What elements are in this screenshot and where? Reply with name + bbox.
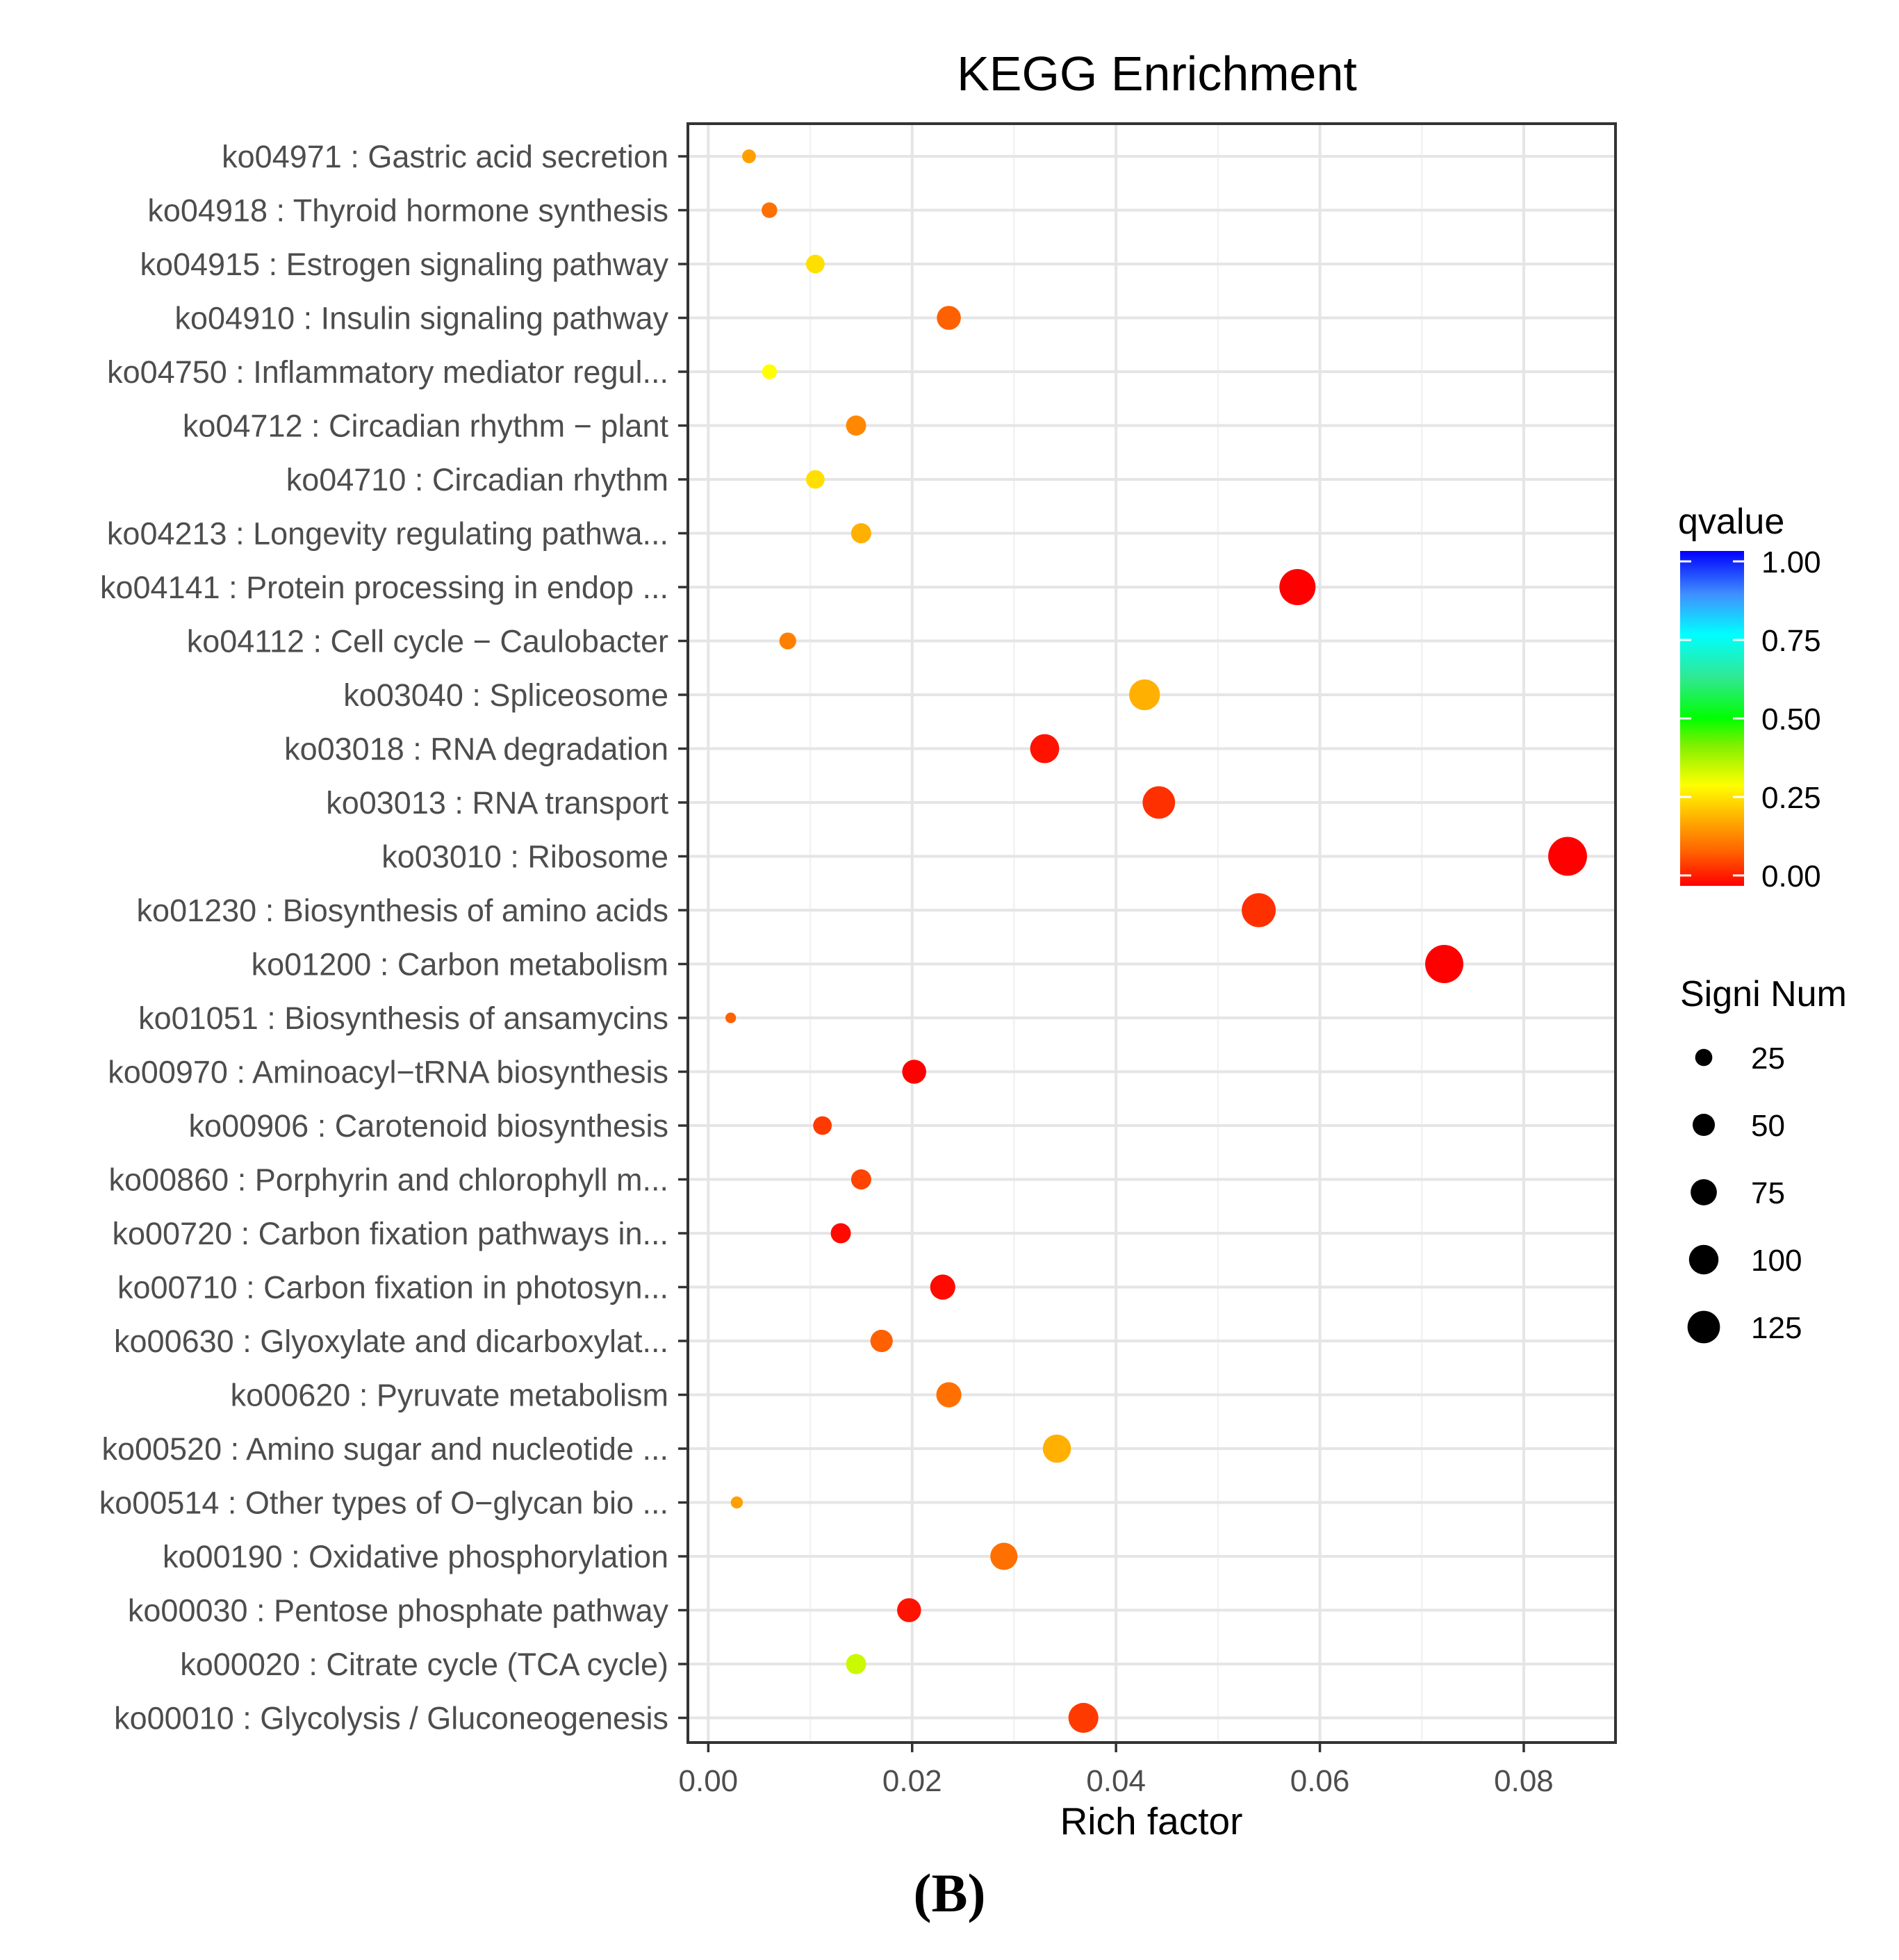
data-point xyxy=(779,632,796,650)
signi-num-legend-title: Signi Num xyxy=(1680,974,1847,1014)
y-tick-label: ko00010 : Glycolysis / Gluconeogenesis xyxy=(114,1701,668,1736)
data-point xyxy=(1142,786,1176,819)
data-point xyxy=(1548,837,1587,876)
data-point xyxy=(1129,679,1160,711)
y-tick-label: ko00630 : Glyoxylate and dicarboxylat... xyxy=(114,1324,668,1359)
qvalue-legend: qvalue 1.00 0.75 0.50 0.25 0.00 xyxy=(1678,502,1821,893)
x-tick-label: 0.06 xyxy=(1290,1764,1350,1798)
data-point xyxy=(830,1223,851,1244)
data-point xyxy=(990,1542,1018,1570)
qvalue-tick-label: 0.25 xyxy=(1761,781,1821,815)
data-point xyxy=(902,1060,926,1084)
data-point xyxy=(1425,945,1464,983)
qvalue-tick-label: 1.00 xyxy=(1761,545,1821,579)
plot-border xyxy=(687,122,1617,1744)
y-axis: ko04971 : Gastric acid secretion ko04918 … xyxy=(99,139,688,1736)
plot-panel xyxy=(688,124,1616,1743)
data-point xyxy=(1279,568,1316,606)
signi-num-key-dot xyxy=(1692,1113,1716,1137)
data-point xyxy=(805,470,825,489)
data-point xyxy=(846,415,866,436)
x-axis-title: Rich factor xyxy=(1060,1800,1243,1843)
y-tick-label: ko04915 : Estrogen signaling pathway xyxy=(140,247,668,282)
y-tick-label: ko04112 : Cell cycle − Caulobacter xyxy=(187,624,668,659)
y-tick-label: ko00020 : Citrate cycle (TCA cycle) xyxy=(180,1647,668,1682)
data-point xyxy=(1068,1702,1099,1733)
data-point xyxy=(897,1598,921,1622)
y-tick-label: ko01051 : Biosynthesis of ansamycins xyxy=(138,1000,668,1036)
y-tick-label: ko00906 : Carotenoid biosynthesis xyxy=(189,1108,668,1144)
signi-num-key-label: 50 xyxy=(1751,1109,1785,1143)
y-tick-label: ko03018 : RNA degradation xyxy=(284,732,668,767)
signi-num-key-dot xyxy=(1691,1179,1717,1205)
data-point xyxy=(936,1382,962,1408)
data-point xyxy=(937,306,961,330)
x-tick-label: 0.04 xyxy=(1086,1764,1146,1798)
signi-num-key-label: 125 xyxy=(1751,1311,1802,1345)
y-tick-label: ko00620 : Pyruvate metabolism xyxy=(231,1378,668,1413)
signi-num-legend: Signi Num 25 50 75 100 125 xyxy=(1680,974,1847,1345)
y-tick-label: ko04971 : Gastric acid secretion xyxy=(222,139,668,174)
y-tick-label: ko04141 : Protein processing in endop ..… xyxy=(100,570,668,605)
data-point xyxy=(762,202,778,218)
data-point xyxy=(850,1169,871,1189)
x-tick-label: 0.02 xyxy=(882,1764,942,1798)
data-point xyxy=(805,254,825,274)
y-tick-label: ko04710 : Circadian rhythm xyxy=(286,462,668,497)
signi-num-keys: 25 50 75 100 125 xyxy=(1687,1041,1802,1345)
data-point xyxy=(742,149,756,163)
qvalue-tick-label: 0.75 xyxy=(1761,624,1821,658)
y-tick-label: ko03010 : Ribosome xyxy=(381,839,668,875)
qvalue-legend-title: qvalue xyxy=(1678,502,1784,542)
x-axis: 0.00 0.02 0.04 0.06 0.08 xyxy=(679,1743,1554,1798)
y-tick-label: ko01200 : Carbon metabolism xyxy=(252,947,668,982)
signi-num-key-dot xyxy=(1695,1048,1713,1067)
y-tick-label: ko00970 : Aminoacyl−tRNA biosynthesis xyxy=(108,1055,668,1090)
y-tick-label: ko00190 : Oxidative phosphorylation xyxy=(163,1539,668,1574)
chart-title: KEGG Enrichment xyxy=(957,47,1357,101)
y-tick-label: ko04750 : Inflammatory mediator regul... xyxy=(107,354,668,390)
data-point xyxy=(1042,1434,1071,1463)
data-point xyxy=(730,1496,743,1509)
signi-num-key-label: 75 xyxy=(1751,1176,1785,1210)
data-point xyxy=(870,1329,893,1353)
y-tick-label: ko00720 : Carbon fixation pathways in... xyxy=(113,1216,669,1251)
x-tick-label: 0.08 xyxy=(1494,1764,1554,1798)
y-tick-label: ko03013 : RNA transport xyxy=(326,785,668,821)
data-point xyxy=(850,523,871,543)
x-tick-label: 0.00 xyxy=(679,1764,739,1798)
grid-lines xyxy=(688,124,1616,1743)
qvalue-tick-label: 0.50 xyxy=(1761,702,1821,736)
y-tick-label: ko04918 : Thyroid hormone synthesis xyxy=(147,193,668,229)
data-point xyxy=(930,1274,955,1300)
data-points xyxy=(725,149,1587,1733)
y-tick-label: ko00030 : Pentose phosphate pathway xyxy=(128,1593,669,1629)
qvalue-ticks: 1.00 0.75 0.50 0.25 0.00 xyxy=(1680,545,1821,893)
signi-num-key-dot xyxy=(1687,1310,1720,1344)
y-tick-label: ko04712 : Circadian rhythm − plant xyxy=(183,409,669,444)
qvalue-tick-label: 0.00 xyxy=(1761,859,1821,893)
signi-num-key-label: 100 xyxy=(1751,1244,1802,1278)
data-point xyxy=(813,1116,832,1135)
y-tick-label: ko04910 : Insulin signaling pathway xyxy=(175,301,669,336)
data-point xyxy=(725,1012,737,1023)
data-point xyxy=(762,364,778,379)
data-point xyxy=(1242,893,1276,928)
y-tick-label: ko00860 : Porphyrin and chlorophyll m... xyxy=(109,1162,668,1198)
y-tick-label: ko03040 : Spliceosome xyxy=(343,677,668,713)
data-point xyxy=(846,1654,866,1674)
y-tick-label: ko00520 : Amino sugar and nucleotide ... xyxy=(101,1431,668,1467)
panel-label: (B) xyxy=(913,1863,986,1923)
data-point xyxy=(1030,734,1060,764)
signi-num-key-dot xyxy=(1688,1244,1719,1275)
y-tick-label: ko00514 : Other types of O−glycan bio ..… xyxy=(99,1485,668,1521)
y-tick-label: ko04213 : Longevity regulating pathwa... xyxy=(107,516,668,552)
y-tick-label: ko00710 : Carbon fixation in photosyn... xyxy=(117,1270,668,1306)
signi-num-key-label: 25 xyxy=(1751,1041,1785,1076)
y-tick-label: ko01230 : Biosynthesis of amino acids xyxy=(137,893,668,928)
